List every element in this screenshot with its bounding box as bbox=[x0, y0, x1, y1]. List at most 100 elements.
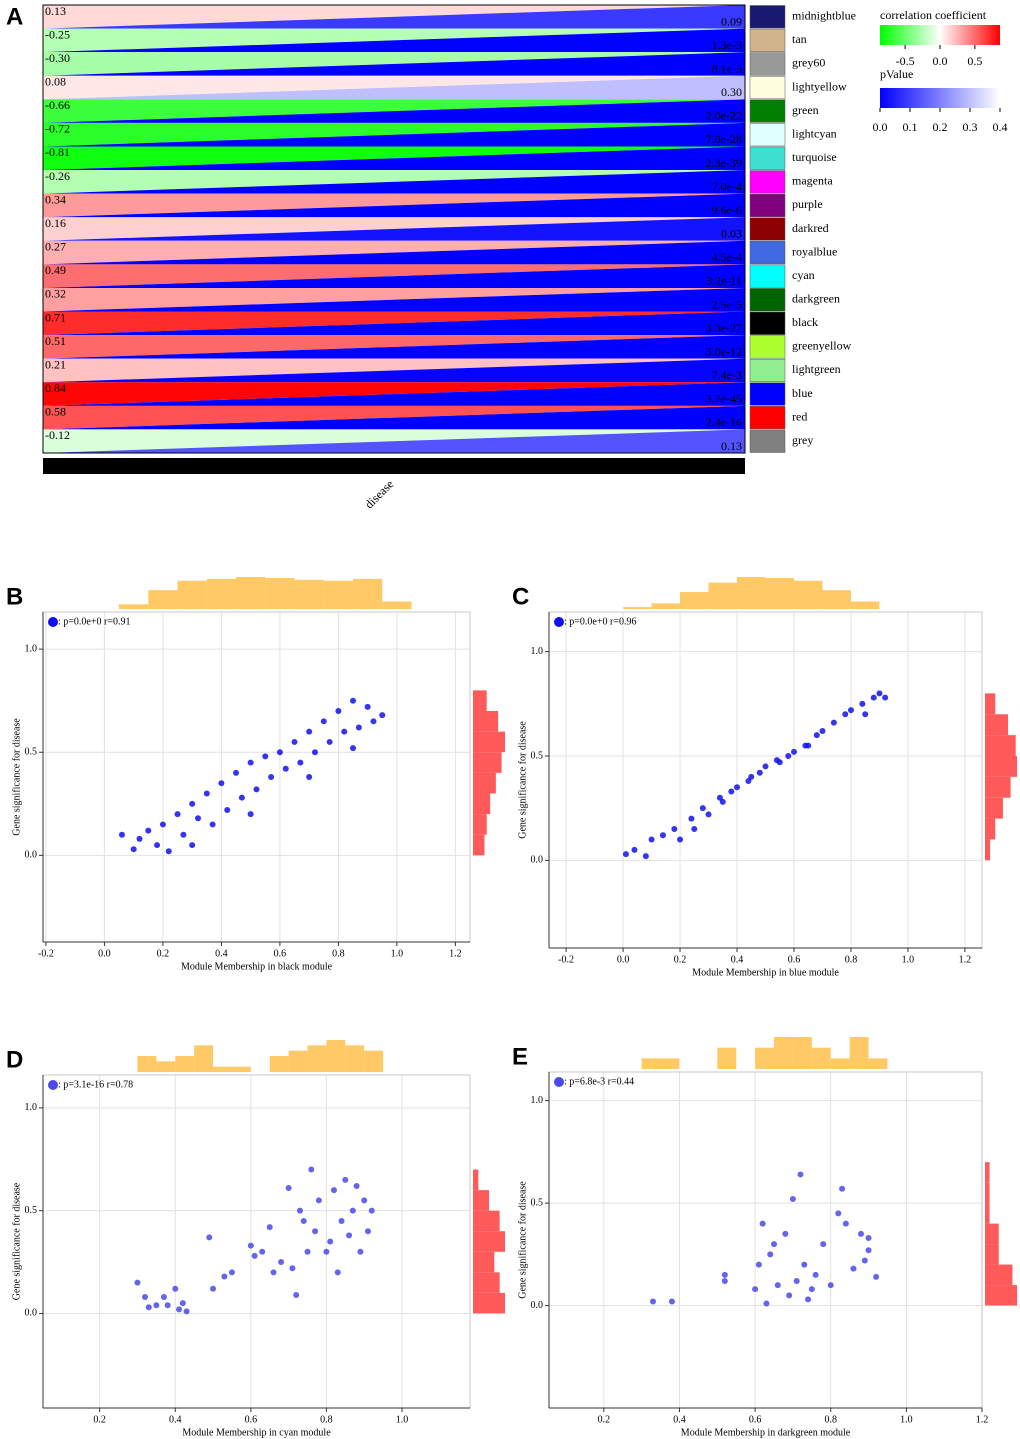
x-tick-label: -0.2 bbox=[558, 954, 574, 965]
y-histogram-bar bbox=[985, 1223, 999, 1245]
point bbox=[282, 765, 289, 772]
x-histogram-bar bbox=[765, 577, 794, 609]
correlation-label: 0.84 bbox=[45, 381, 66, 395]
module-name: black bbox=[792, 315, 818, 329]
module-swatch bbox=[749, 311, 786, 335]
pvalue-cell bbox=[43, 311, 745, 336]
point bbox=[699, 805, 706, 812]
x-histogram-bar bbox=[323, 580, 354, 609]
module-name: midnightblue bbox=[792, 9, 856, 23]
point bbox=[812, 1271, 819, 1278]
point bbox=[165, 848, 172, 855]
x-tick-label: 1.0 bbox=[396, 1414, 409, 1425]
y-histogram-bar bbox=[473, 814, 487, 835]
colorbar-tick-label: 0.1 bbox=[903, 120, 918, 134]
pvalue-label: 8.1e-5 bbox=[712, 61, 742, 75]
x-histogram-bar bbox=[236, 577, 266, 609]
correlation-cell bbox=[43, 28, 745, 53]
point bbox=[671, 826, 678, 833]
point bbox=[789, 1196, 796, 1203]
x-histogram-bar bbox=[382, 601, 412, 609]
point bbox=[785, 753, 792, 759]
point bbox=[763, 1300, 770, 1307]
module-name: tan bbox=[792, 32, 807, 46]
pvalue-label: 0.03 bbox=[721, 227, 742, 241]
point bbox=[353, 1183, 360, 1189]
point bbox=[631, 846, 638, 853]
pvalue-cell bbox=[43, 382, 745, 406]
panel-letter: E bbox=[512, 1043, 528, 1070]
x-histogram-bar bbox=[641, 1058, 661, 1069]
point bbox=[174, 811, 181, 818]
point bbox=[786, 1292, 793, 1299]
legend-marker bbox=[554, 1077, 564, 1087]
pvalue-label: 7.0e-4 bbox=[712, 179, 742, 193]
x-histogram-bar bbox=[822, 590, 851, 609]
point bbox=[266, 1224, 273, 1231]
y-tick-label: 1.0 bbox=[25, 643, 38, 654]
y-histogram-bar bbox=[473, 752, 502, 773]
module-swatch bbox=[749, 146, 786, 170]
module-name: royalblue bbox=[792, 244, 837, 258]
point bbox=[748, 773, 755, 780]
x-histogram-bar bbox=[774, 1037, 793, 1069]
x-axis-label: Module Membership in black module bbox=[181, 961, 333, 972]
point bbox=[350, 745, 357, 752]
y-histogram-bar bbox=[473, 1210, 500, 1232]
x-histogram-bar bbox=[265, 577, 295, 609]
point bbox=[873, 1273, 880, 1280]
pvalue-cell bbox=[43, 170, 745, 194]
correlation-cell bbox=[43, 382, 745, 406]
point bbox=[259, 1248, 266, 1255]
pvalue-label: 9.6e-6 bbox=[712, 203, 742, 217]
point bbox=[861, 1257, 868, 1264]
colorbar bbox=[880, 88, 1000, 108]
point bbox=[755, 1261, 762, 1268]
y-tick-label: 0.0 bbox=[25, 1308, 38, 1319]
correlation-cell bbox=[43, 52, 745, 76]
correlation-label: 0.08 bbox=[45, 74, 66, 88]
plot-frame bbox=[548, 1071, 983, 1409]
point bbox=[289, 1265, 296, 1272]
pvalue-cell bbox=[43, 193, 745, 218]
point bbox=[776, 759, 783, 766]
module-name: darkred bbox=[792, 221, 829, 235]
legend-marker bbox=[48, 617, 58, 627]
point bbox=[327, 1238, 334, 1245]
panel-letter: D bbox=[6, 1046, 23, 1073]
point bbox=[762, 763, 769, 770]
colorbar-title: pValue bbox=[880, 67, 913, 81]
colorbar-tick-label: 0.5 bbox=[967, 54, 982, 68]
correlation-label: 0.34 bbox=[45, 192, 66, 206]
point bbox=[721, 1271, 728, 1278]
x-histogram-bar bbox=[717, 1047, 737, 1069]
point bbox=[774, 1282, 781, 1289]
point bbox=[195, 815, 202, 822]
point bbox=[253, 786, 260, 793]
point bbox=[218, 780, 225, 787]
point bbox=[759, 1220, 766, 1227]
colorbar-title: correlation coefficient bbox=[880, 8, 987, 22]
pvalue-label: 1.3e-3 bbox=[712, 38, 742, 52]
y-histogram-bar bbox=[473, 1190, 489, 1211]
correlation-label: -0.25 bbox=[45, 27, 70, 41]
point bbox=[136, 835, 143, 842]
correlation-label: 0.32 bbox=[45, 287, 66, 301]
y-histogram-bar bbox=[985, 797, 1003, 819]
x-tick-label: 0.2 bbox=[598, 1414, 611, 1425]
y-axis-label: Gene significance for disease bbox=[11, 1182, 22, 1300]
y-axis-label: Gene significance for disease bbox=[517, 1181, 528, 1299]
correlation-label: -0.72 bbox=[45, 122, 70, 136]
x-tick-label: 0.8 bbox=[320, 1414, 333, 1425]
x-histogram-bar bbox=[660, 1058, 680, 1069]
point bbox=[820, 1241, 827, 1248]
point bbox=[642, 853, 649, 860]
pvalue-label: 4.5e-4 bbox=[712, 250, 742, 264]
x-tick-label: 0.2 bbox=[674, 954, 687, 965]
pvalue-label: 3.0e-12 bbox=[706, 344, 742, 358]
point bbox=[334, 1269, 341, 1276]
point bbox=[819, 727, 826, 734]
correlation-label: 0.13 bbox=[45, 4, 66, 18]
point bbox=[850, 1265, 857, 1272]
